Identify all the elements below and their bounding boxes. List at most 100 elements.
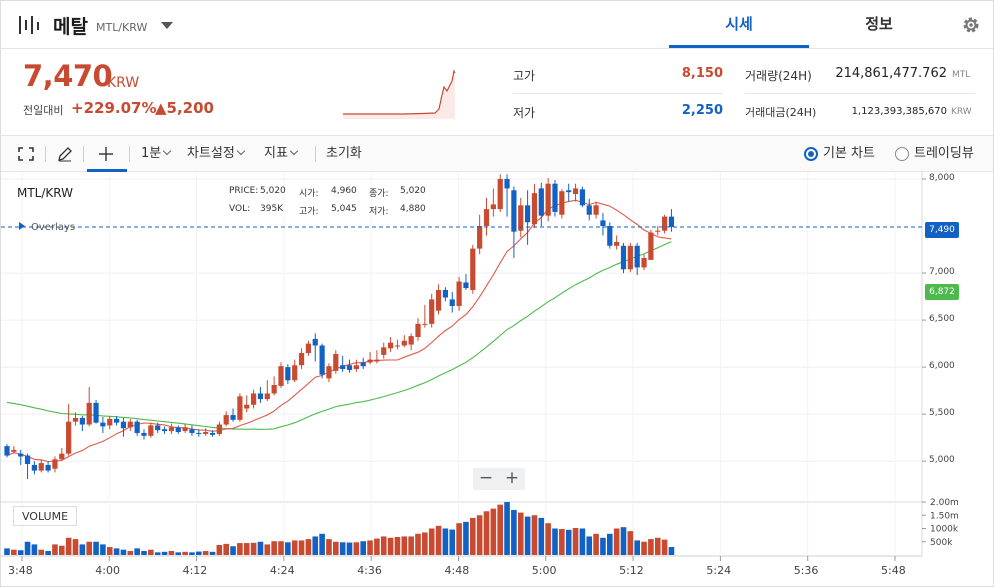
candle-body: [182, 427, 188, 432]
candle-body: [360, 362, 366, 367]
volume-bar: [52, 544, 58, 555]
y-tick-label: 8,000: [929, 173, 955, 183]
indicators-dropdown[interactable]: 지표: [264, 136, 299, 172]
candle-body: [662, 216, 668, 231]
chevron-down-icon[interactable]: [161, 22, 173, 29]
volume-bar: [435, 525, 442, 555]
volume-bar: [346, 542, 353, 555]
toolbar-divider: [83, 146, 84, 162]
candle-body: [216, 424, 222, 434]
crosshair-icon[interactable]: [98, 146, 114, 162]
candle-body: [292, 365, 298, 381]
candle-body: [655, 230, 661, 232]
candle-body: [312, 338, 318, 346]
volume-bar: [271, 541, 277, 555]
candle-body: [367, 359, 373, 363]
candle-body: [230, 415, 236, 420]
chevron-down-icon: [162, 146, 172, 156]
basic-chart-radio[interactable]: [804, 147, 818, 161]
candle-body: [285, 367, 291, 381]
x-tick-label: 4:00: [95, 564, 120, 577]
candle-body: [100, 422, 106, 427]
volume-bar: [182, 551, 188, 555]
zoom-out-button[interactable]: −: [478, 468, 494, 488]
volume-bar: [113, 548, 120, 555]
pencil-icon[interactable]: [57, 146, 73, 162]
candle-body: [120, 421, 127, 429]
overlays-toggle[interactable]: Overlays: [19, 222, 75, 233]
candle-body: [415, 323, 421, 338]
gear-icon[interactable]: [961, 15, 981, 35]
volume-bar: [593, 533, 599, 555]
volume-bar: [154, 552, 161, 555]
info-low-label: 저가:: [369, 207, 389, 217]
volume-bar: [620, 527, 627, 555]
info-open-label: 시가:: [299, 189, 319, 199]
fullscreen-icon[interactable]: [18, 147, 34, 161]
tradingview-label[interactable]: 트레이딩뷰: [914, 146, 974, 161]
volume-tick-label: 1.50m: [930, 511, 959, 521]
x-tick-label: 5:12: [619, 564, 644, 577]
volume-bar: [38, 549, 45, 555]
volume-bar: [579, 528, 586, 555]
coin-pair[interactable]: MTL/KRW: [96, 21, 148, 34]
volume-bar: [367, 540, 373, 555]
volume-bar: [298, 540, 305, 555]
volume-bar: [11, 549, 17, 555]
interval-label: 1분: [141, 146, 162, 161]
volume-bar: [285, 542, 291, 555]
volume-tick-label: 2.00m: [930, 498, 959, 508]
x-tick-label: 4:12: [182, 564, 208, 577]
tradingview-radio[interactable]: [895, 147, 909, 161]
stat-divider: [745, 93, 975, 94]
candlestick-chart[interactable]: 2.00m 1.50m 1000k 500k: [1, 172, 993, 587]
price-chart[interactable]: 2.00m 1.50m 1000k 500k MTL/KRW PRICE: 5,020…: [1, 172, 993, 587]
info-price-label: PRICE:: [229, 186, 259, 196]
volume-bar: [319, 533, 325, 555]
interval-dropdown[interactable]: 1분: [141, 136, 172, 172]
candle-body: [209, 432, 216, 435]
candle-body: [422, 323, 428, 325]
volume-bar: [394, 536, 401, 555]
crosshair-active-indicator: [87, 169, 127, 172]
info-vol-label: VOL:: [229, 204, 251, 214]
candle-body: [607, 226, 613, 246]
reset-button[interactable]: 초기화: [326, 146, 362, 161]
candle-body: [668, 216, 675, 227]
volume-bar: [237, 543, 243, 555]
candle-body: [483, 209, 490, 227]
volume-bar: [326, 539, 332, 555]
y-tick-label: 6,000: [929, 361, 955, 372]
candle-body: [11, 449, 17, 452]
volume-bar: [634, 540, 640, 555]
zoom-in-button[interactable]: +: [504, 468, 520, 488]
ma-price-tag: 6,872: [925, 284, 959, 300]
volume-bar: [428, 528, 435, 555]
candle-body: [435, 289, 442, 311]
volume-bar: [59, 545, 65, 555]
candle-body: [264, 393, 270, 400]
y-tick-label: 5,500: [929, 408, 955, 419]
volume-bar: [257, 541, 264, 555]
candle-body: [59, 453, 65, 460]
candle-body: [319, 345, 325, 375]
tab-info[interactable]: 정보: [865, 15, 893, 33]
candle-body: [271, 384, 277, 394]
volume-bar: [387, 537, 394, 555]
current-price: 7,470: [23, 59, 113, 93]
y-tick-label: 7,000: [929, 267, 955, 278]
info-price: 5,020: [260, 186, 286, 196]
x-tick-label: 3:48: [8, 564, 33, 577]
x-tick-label: 5:36: [793, 564, 819, 577]
price-sparkline: [343, 69, 456, 119]
tab-quote[interactable]: 시세: [669, 1, 809, 48]
candle-body: [278, 366, 284, 386]
candle-body: [593, 205, 599, 215]
candle-body: [134, 421, 140, 433]
play-arrow-icon: [19, 222, 25, 230]
chart-settings-dropdown[interactable]: 차트설정: [187, 136, 246, 172]
basic-chart-label[interactable]: 기본 차트: [823, 146, 875, 161]
volume-bar: [339, 542, 346, 555]
volume-bar: [141, 551, 147, 555]
coin-name[interactable]: 메탈: [53, 16, 88, 38]
